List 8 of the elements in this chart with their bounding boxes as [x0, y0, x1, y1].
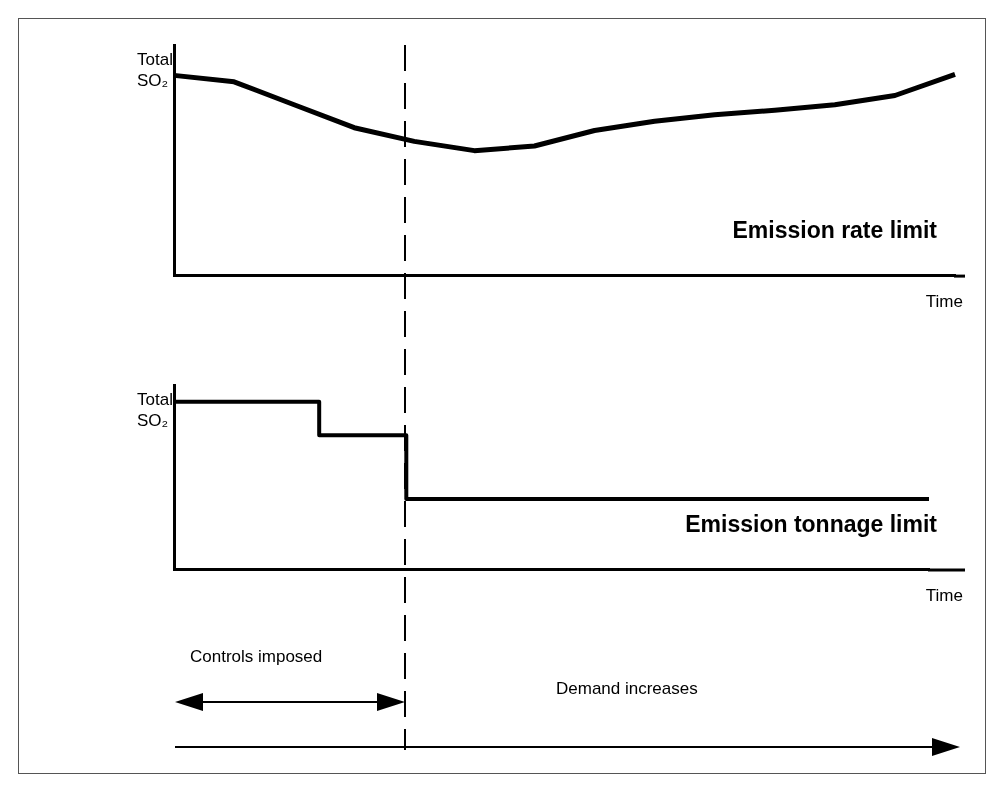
- y-axis-title: Total SO₂: [137, 50, 173, 90]
- x-axis-title: Time: [925, 291, 963, 311]
- x-axis-title: Time: [925, 585, 963, 605]
- y-axis-title: Total SO₂: [137, 390, 173, 430]
- series-label: Emission tonnage limit: [685, 510, 938, 537]
- text: Emission rate limit: [732, 216, 938, 243]
- text: Demand increases: [556, 679, 698, 699]
- text: Controls imposed: [190, 647, 323, 667]
